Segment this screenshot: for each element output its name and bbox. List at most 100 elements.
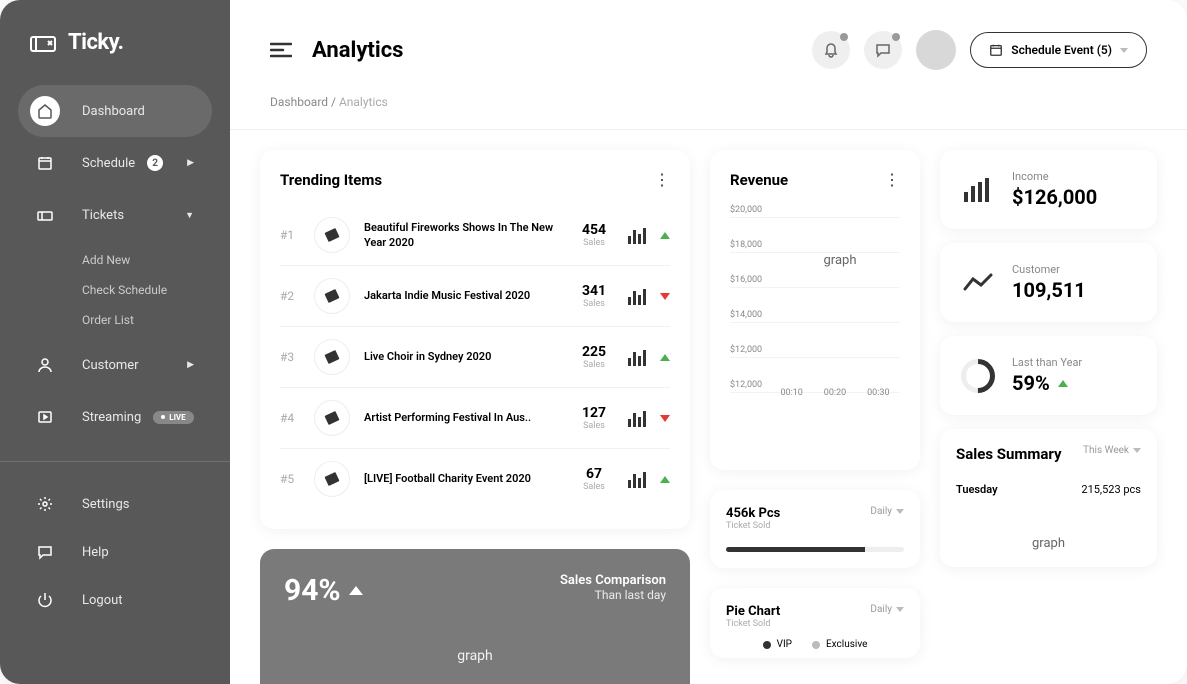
trend-up-icon [660,232,670,239]
trending-row[interactable]: #3 Live Choir in Sydney 2020 225Sales [280,326,670,387]
more-menu-icon[interactable]: ⋮ [654,170,670,189]
period-dropdown[interactable]: Daily [870,604,904,615]
breadcrumb-root[interactable]: Dashboard [270,95,328,109]
trend-title: Jakarta Indie Music Festival 2020 [364,288,560,303]
ticket-sold-label: Ticket Sold [726,521,780,531]
brand-name: Ticky. [68,30,124,55]
bell-icon [823,42,839,58]
sidebar: Ticky. Dashboard Schedule 2 ▶ Tickets ▼ … [0,0,230,684]
play-icon [37,409,53,425]
period-dropdown[interactable]: This Week [1083,445,1141,456]
ticket-nav-icon [37,207,53,223]
trend-title: Beautiful Fireworks Shows In The New Yea… [364,220,560,251]
x-tick: 00:10 [780,388,802,398]
ticket-progress [726,547,904,552]
sparkline-icon [628,287,646,305]
notification-dot [892,33,900,41]
sparkline-icon [628,409,646,427]
trending-row[interactable]: #1 Beautiful Fireworks Shows In The New … [280,205,670,265]
sales-title: Sales Comparison [560,573,666,588]
main-content: Analytics Schedule Event (5) D [230,0,1187,684]
sparkline-icon [628,348,646,366]
period-dropdown[interactable]: Daily [870,506,904,517]
nav-logout[interactable]: Logout [18,576,212,624]
trend-title: Live Choir in Sydney 2020 [364,349,560,364]
customer-value: 109,511 [1012,278,1086,302]
menu-toggle-icon[interactable] [270,42,292,58]
home-icon [37,103,53,119]
trending-row[interactable]: #2 Jakarta Indie Music Festival 2020 341… [280,265,670,326]
rank: #3 [280,350,300,364]
bottom-nav: Settings Help Logout [0,480,230,624]
ticket-icon [314,217,350,253]
nav-settings[interactable]: Settings [18,480,212,528]
summary-value: 215,523 pcs [1081,483,1141,496]
sparkline-icon [628,470,646,488]
ticket-icon [314,278,350,314]
nav-label: Customer [82,358,139,373]
nav-help[interactable]: Help [18,528,212,576]
schedule-event-button[interactable]: Schedule Event (5) [970,32,1147,68]
header: Analytics Schedule Event (5) [230,0,1187,85]
nav-schedule[interactable]: Schedule 2 ▶ [18,137,212,189]
trend-up-icon [660,476,670,483]
more-menu-icon[interactable]: ⋮ [884,170,900,189]
trend-stats: 341Sales [574,283,614,309]
chevron-down-icon: ▼ [185,210,194,221]
nav-label: Schedule [82,156,135,171]
notification-dot [840,33,848,41]
chevron-right-icon: ▶ [187,360,194,370]
trend-stats: 127Sales [574,405,614,431]
main-nav: Dashboard Schedule 2 ▶ Tickets ▼ Add New… [0,85,230,443]
trend-up-icon [660,354,670,361]
page-title: Analytics [312,38,403,63]
nav-label: Settings [82,497,129,512]
summary-graph-placeholder: graph [956,536,1141,551]
nav-order-list[interactable]: Order List [82,305,212,335]
nav-streaming[interactable]: Streaming LIVE [18,391,212,443]
user-avatar[interactable] [916,30,956,70]
nav-label: Streaming [82,410,141,425]
nav-dashboard[interactable]: Dashboard [18,85,212,137]
trending-row[interactable]: #4 Artist Performing Festival In Aus.. 1… [280,387,670,448]
x-tick: 00:30 [867,388,889,398]
chevron-down-icon [1133,448,1141,453]
rank: #2 [280,289,300,303]
power-icon [37,592,53,608]
y-tick: $16,000 [730,275,900,288]
nav-label: Tickets [82,208,124,223]
nav-add-new[interactable]: Add New [82,245,212,275]
revenue-title: Revenue [730,171,788,189]
trend-title: Artist Performing Festival In Aus.. [364,410,560,425]
ticket-icon [314,339,350,375]
tickets-submenu: Add New Check Schedule Order List [18,245,212,335]
last-year-stat-card: Last than Year 59% [940,336,1157,415]
live-badge: LIVE [153,411,193,424]
logo: Ticky. [0,30,230,85]
nav-check-schedule[interactable]: Check Schedule [82,275,212,305]
notifications-button[interactable] [812,31,850,69]
user-icon [37,357,53,373]
trend-up-icon [1058,380,1068,387]
summary-row: Tuesday 215,523 pcs [956,473,1141,506]
trending-card: Trending Items ⋮ #1 Beautiful Fireworks … [260,150,690,529]
trending-title: Trending Items [280,171,382,189]
trend-stats: 454Sales [574,222,614,248]
trend-down-icon [660,415,670,422]
trend-up-icon [349,586,363,595]
breadcrumb-current: Analytics [339,95,388,109]
messages-button[interactable] [864,31,902,69]
nav-tickets[interactable]: Tickets ▼ [18,189,212,241]
breadcrumb: Dashboard / Analytics [230,85,1187,130]
rank: #4 [280,411,300,425]
calendar-icon [989,43,1003,57]
sales-summary-card: Sales Summary This Week Tuesday 215,523 … [940,429,1157,567]
nav-label: Dashboard [82,104,145,119]
nav-customer[interactable]: Customer ▶ [18,339,212,391]
trending-row[interactable]: #5 [LIVE] Football Charity Event 2020 67… [280,448,670,509]
pie-title: Pie Chart [726,604,780,619]
sales-summary-title: Sales Summary [956,445,1062,463]
last-year-value: 59% [1012,371,1082,395]
trend-title: [LIVE] Football Charity Event 2020 [364,471,560,486]
y-tick: $14,000 [730,310,900,323]
